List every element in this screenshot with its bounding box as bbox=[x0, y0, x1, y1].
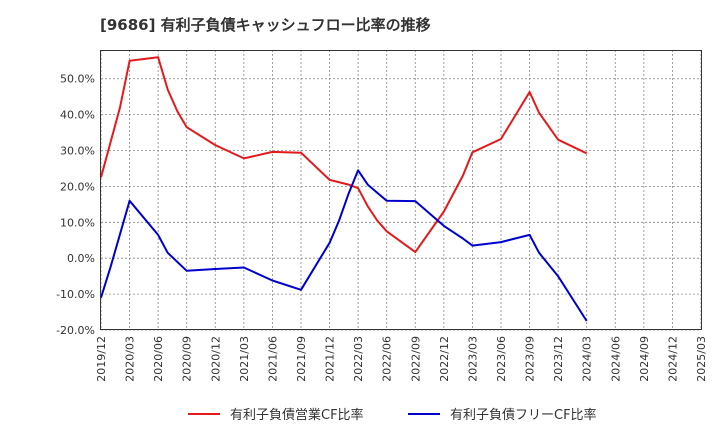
x-tick-label: 2023/03 bbox=[466, 336, 479, 382]
x-tick-label: 2021/09 bbox=[295, 336, 308, 382]
series-layer bbox=[100, 56, 588, 322]
x-tick-label: 2024/03 bbox=[581, 336, 594, 382]
x-axis-ticks: 2019/12 2020/03 2020/06 2020/09 2020/12 2021/… bbox=[95, 336, 708, 382]
y-tick-label: -10.0% bbox=[56, 288, 95, 301]
y-tick-label: 0.0% bbox=[67, 252, 95, 265]
x-tick-label: 2023/09 bbox=[524, 336, 537, 382]
grid-layer bbox=[100, 50, 702, 331]
x-tick-label: 2019/12 bbox=[95, 336, 108, 382]
x-tick-label: 2023/06 bbox=[495, 336, 508, 382]
x-tick-label: 2022/06 bbox=[381, 336, 394, 382]
x-tick-label: 2020/06 bbox=[152, 336, 165, 382]
x-tick-label: 2022/12 bbox=[438, 336, 451, 382]
x-tick-label: 2021/12 bbox=[324, 336, 337, 382]
series-line-1 bbox=[100, 56, 588, 254]
x-tick-label: 2023/12 bbox=[552, 336, 565, 382]
x-tick-label: 2022/03 bbox=[352, 336, 365, 382]
x-tick-label: 2020/09 bbox=[181, 336, 194, 382]
y-tick-label: -20.0% bbox=[56, 324, 95, 337]
x-tick-label: 2020/03 bbox=[124, 336, 137, 382]
y-tick-label: 10.0% bbox=[60, 216, 95, 229]
chart-title: [9686] 有利子負債キャッシュフロー比率の推移 bbox=[100, 16, 431, 34]
x-tick-label: 2020/12 bbox=[209, 336, 222, 382]
legend-label-2: 有利子負債フリーCF比率 bbox=[450, 407, 597, 423]
x-tick-label: 2024/06 bbox=[609, 336, 622, 382]
x-tick-label: 2025/03 bbox=[695, 336, 708, 382]
x-tick-label: 2024/12 bbox=[666, 336, 679, 382]
x-tick-label: 2021/03 bbox=[238, 336, 251, 382]
y-tick-label: 50.0% bbox=[60, 73, 95, 86]
y-tick-label: 20.0% bbox=[60, 180, 95, 193]
y-axis-ticks: -20.0% -10.0% 0.0% 10.0% 20.0% 30.0% 40.0% 50.0… bbox=[56, 73, 95, 337]
legend: 有利子負債営業CF比率 有利子負債フリーCF比率 bbox=[188, 407, 597, 423]
plot-frame bbox=[100, 50, 702, 330]
y-tick-label: 40.0% bbox=[60, 109, 95, 122]
x-tick-label: 2021/06 bbox=[266, 336, 279, 382]
x-tick-label: 2022/09 bbox=[409, 336, 422, 382]
series-line-2 bbox=[100, 169, 588, 322]
legend-label-1: 有利子負債営業CF比率 bbox=[230, 407, 364, 423]
y-tick-label: 30.0% bbox=[60, 145, 95, 158]
x-tick-label: 2024/09 bbox=[638, 336, 651, 382]
